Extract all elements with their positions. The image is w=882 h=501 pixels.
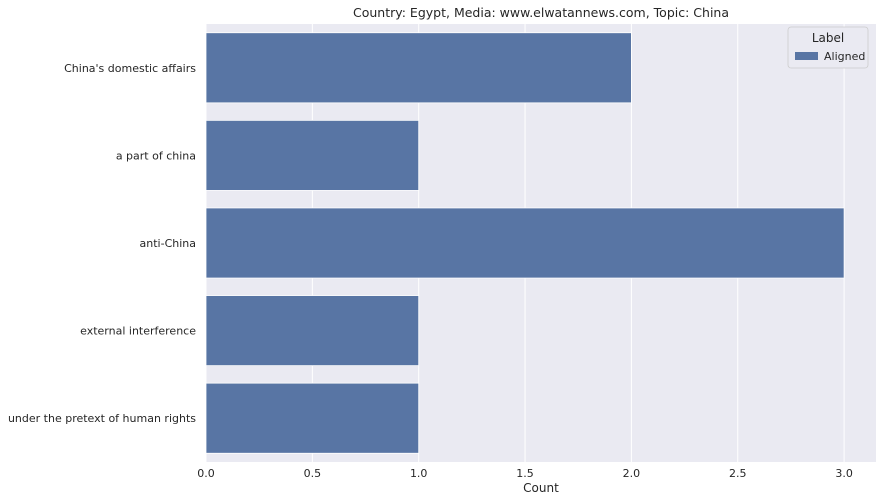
x-tick-label: 0.5 xyxy=(304,467,322,480)
bar xyxy=(205,32,632,104)
y-tick-label: China's domestic affairs xyxy=(64,62,196,75)
x-tick-label: 0.0 xyxy=(197,467,215,480)
legend: Label Aligned xyxy=(787,26,869,69)
x-tick-label: 2.0 xyxy=(623,467,641,480)
x-tick-labels: 0.0 0.5 1.0 1.5 2.0 2.5 3.0 xyxy=(197,467,853,480)
legend-swatch-aligned xyxy=(795,52,818,60)
y-tick-label: under the pretext of human rights xyxy=(8,412,196,425)
bar xyxy=(205,119,420,191)
bar xyxy=(205,207,845,279)
legend-label-aligned: Aligned xyxy=(824,50,865,63)
bar xyxy=(205,382,420,454)
x-axis-label: Count xyxy=(523,481,559,495)
legend-title: Label xyxy=(812,31,844,45)
bar xyxy=(205,295,420,367)
chart-title: Country: Egypt, Media: www.elwatannews.c… xyxy=(353,5,729,20)
y-tick-label: a part of china xyxy=(116,149,196,162)
y-tick-labels: China's domestic affairs a part of china a… xyxy=(8,62,196,425)
x-tick-label: 2.5 xyxy=(729,467,747,480)
y-tick-label: anti-China xyxy=(140,237,196,250)
y-tick-label: external interference xyxy=(80,325,196,338)
bars xyxy=(205,32,845,454)
x-tick-label: 3.0 xyxy=(835,467,853,480)
x-tick-label: 1.5 xyxy=(516,467,534,480)
x-tick-label: 1.0 xyxy=(410,467,428,480)
